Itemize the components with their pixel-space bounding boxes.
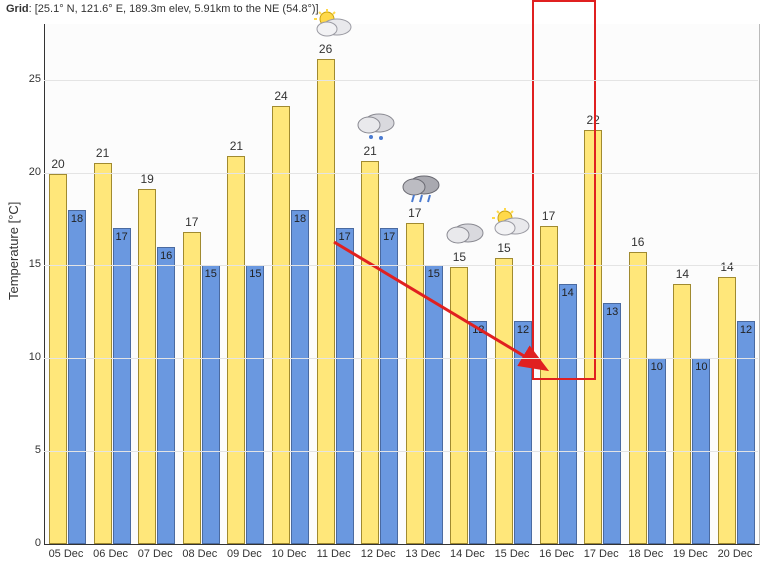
high-temp-label: 15 bbox=[451, 250, 467, 264]
high-temp-label: 21 bbox=[95, 146, 111, 160]
low-temp-bar: 18 bbox=[291, 210, 309, 544]
high-temp-label: 16 bbox=[630, 235, 646, 249]
high-temp-label: 20 bbox=[50, 157, 66, 171]
low-temp-bar: 17 bbox=[336, 228, 354, 544]
chart-plot-area: 2018211719161715211524182617211717151512… bbox=[44, 24, 760, 545]
high-temp-bar: 15 bbox=[495, 258, 513, 544]
high-temp-bar: 14 bbox=[673, 284, 691, 544]
high-temp-bar: 17 bbox=[540, 226, 558, 544]
rain-icon bbox=[402, 173, 444, 203]
low-temp-bar: 18 bbox=[68, 210, 86, 544]
low-temp-bar: 16 bbox=[157, 247, 175, 544]
grid-label: Grid bbox=[6, 3, 29, 15]
gridline bbox=[44, 265, 758, 266]
partly-sunny-icon bbox=[313, 9, 355, 39]
high-temp-label: 21 bbox=[228, 139, 244, 153]
low-temp-bar: 12 bbox=[469, 321, 487, 544]
x-tick-label: 07 Dec bbox=[133, 548, 177, 560]
high-temp-label: 19 bbox=[139, 172, 155, 186]
gridline bbox=[44, 358, 758, 359]
y-axis-label: Temperature [°C] bbox=[6, 202, 21, 300]
low-temp-label: 10 bbox=[693, 361, 709, 373]
cloudy-icon bbox=[446, 217, 488, 247]
low-temp-label: 12 bbox=[470, 324, 486, 336]
low-temp-bar: 17 bbox=[380, 228, 398, 544]
high-temp-label: 22 bbox=[585, 113, 601, 127]
low-temp-label: 18 bbox=[292, 213, 308, 225]
low-temp-bar: 12 bbox=[514, 321, 532, 544]
high-temp-bar: 14 bbox=[718, 277, 736, 544]
low-temp-label: 13 bbox=[604, 306, 620, 318]
low-temp-bar: 15 bbox=[202, 265, 220, 544]
low-temp-label: 16 bbox=[158, 250, 174, 262]
x-tick-label: 18 Dec bbox=[624, 548, 668, 560]
high-temp-label: 15 bbox=[496, 241, 512, 255]
high-temp-label: 17 bbox=[407, 206, 423, 220]
light-rain-icon bbox=[357, 111, 399, 141]
gridline bbox=[44, 80, 758, 81]
y-tick-label: 20 bbox=[11, 166, 41, 178]
low-temp-label: 17 bbox=[337, 231, 353, 243]
x-tick-label: 13 Dec bbox=[401, 548, 445, 560]
y-tick-label: 0 bbox=[11, 537, 41, 549]
low-temp-label: 12 bbox=[515, 324, 531, 336]
x-tick-label: 06 Dec bbox=[89, 548, 133, 560]
x-tick-label: 14 Dec bbox=[445, 548, 489, 560]
x-tick-label: 17 Dec bbox=[579, 548, 623, 560]
x-tick-label: 08 Dec bbox=[178, 548, 222, 560]
high-temp-bar: 16 bbox=[629, 252, 647, 544]
high-temp-label: 14 bbox=[719, 260, 735, 274]
low-temp-bar: 15 bbox=[246, 265, 264, 544]
x-tick-label: 19 Dec bbox=[668, 548, 712, 560]
x-tick-label: 12 Dec bbox=[356, 548, 400, 560]
high-temp-label: 14 bbox=[674, 267, 690, 281]
x-tick-label: 15 Dec bbox=[490, 548, 534, 560]
low-temp-bar: 14 bbox=[559, 284, 577, 544]
high-temp-bar: 22 bbox=[584, 130, 602, 544]
low-temp-label: 14 bbox=[560, 287, 576, 299]
partly-sunny-icon bbox=[491, 208, 533, 238]
low-temp-label: 15 bbox=[426, 268, 442, 280]
low-temp-label: 15 bbox=[247, 268, 263, 280]
high-temp-bar: 24 bbox=[272, 106, 290, 544]
low-temp-label: 17 bbox=[114, 231, 130, 243]
high-temp-label: 21 bbox=[362, 144, 378, 158]
x-tick-label: 05 Dec bbox=[44, 548, 88, 560]
low-temp-label: 15 bbox=[203, 268, 219, 280]
low-temp-label: 17 bbox=[381, 231, 397, 243]
high-temp-bar: 15 bbox=[450, 267, 468, 544]
low-temp-label: 12 bbox=[738, 324, 754, 336]
high-temp-label: 24 bbox=[273, 89, 289, 103]
high-temp-bar: 19 bbox=[138, 189, 156, 544]
x-tick-label: 11 Dec bbox=[312, 548, 356, 560]
low-temp-label: 10 bbox=[649, 361, 665, 373]
high-temp-bar: 17 bbox=[183, 232, 201, 544]
high-temp-bar: 21 bbox=[227, 156, 245, 544]
x-tick-label: 10 Dec bbox=[267, 548, 311, 560]
high-temp-bar: 21 bbox=[361, 161, 379, 544]
low-temp-label: 18 bbox=[69, 213, 85, 225]
y-tick-label: 25 bbox=[11, 73, 41, 85]
high-temp-bar: 17 bbox=[406, 223, 424, 544]
low-temp-bar: 13 bbox=[603, 303, 621, 544]
low-temp-bar: 17 bbox=[113, 228, 131, 544]
x-tick-label: 20 Dec bbox=[713, 548, 757, 560]
high-temp-label: 17 bbox=[184, 215, 200, 229]
high-temp-bar: 21 bbox=[94, 163, 112, 544]
y-tick-label: 5 bbox=[11, 444, 41, 456]
y-tick-label: 15 bbox=[11, 258, 41, 270]
low-temp-bar: 15 bbox=[425, 265, 443, 544]
high-temp-bar: 26 bbox=[317, 59, 335, 544]
x-tick-label: 09 Dec bbox=[222, 548, 266, 560]
high-temp-label: 26 bbox=[318, 42, 334, 56]
low-temp-bar: 12 bbox=[737, 321, 755, 544]
high-temp-label: 17 bbox=[541, 209, 557, 223]
grid-header: Grid: [25.1° N, 121.6° E, 189.3m elev, 5… bbox=[6, 3, 319, 15]
gridline bbox=[44, 451, 758, 452]
grid-coords: : [25.1° N, 121.6° E, 189.3m elev, 5.91k… bbox=[29, 3, 319, 15]
y-tick-label: 10 bbox=[11, 351, 41, 363]
x-tick-label: 16 Dec bbox=[535, 548, 579, 560]
